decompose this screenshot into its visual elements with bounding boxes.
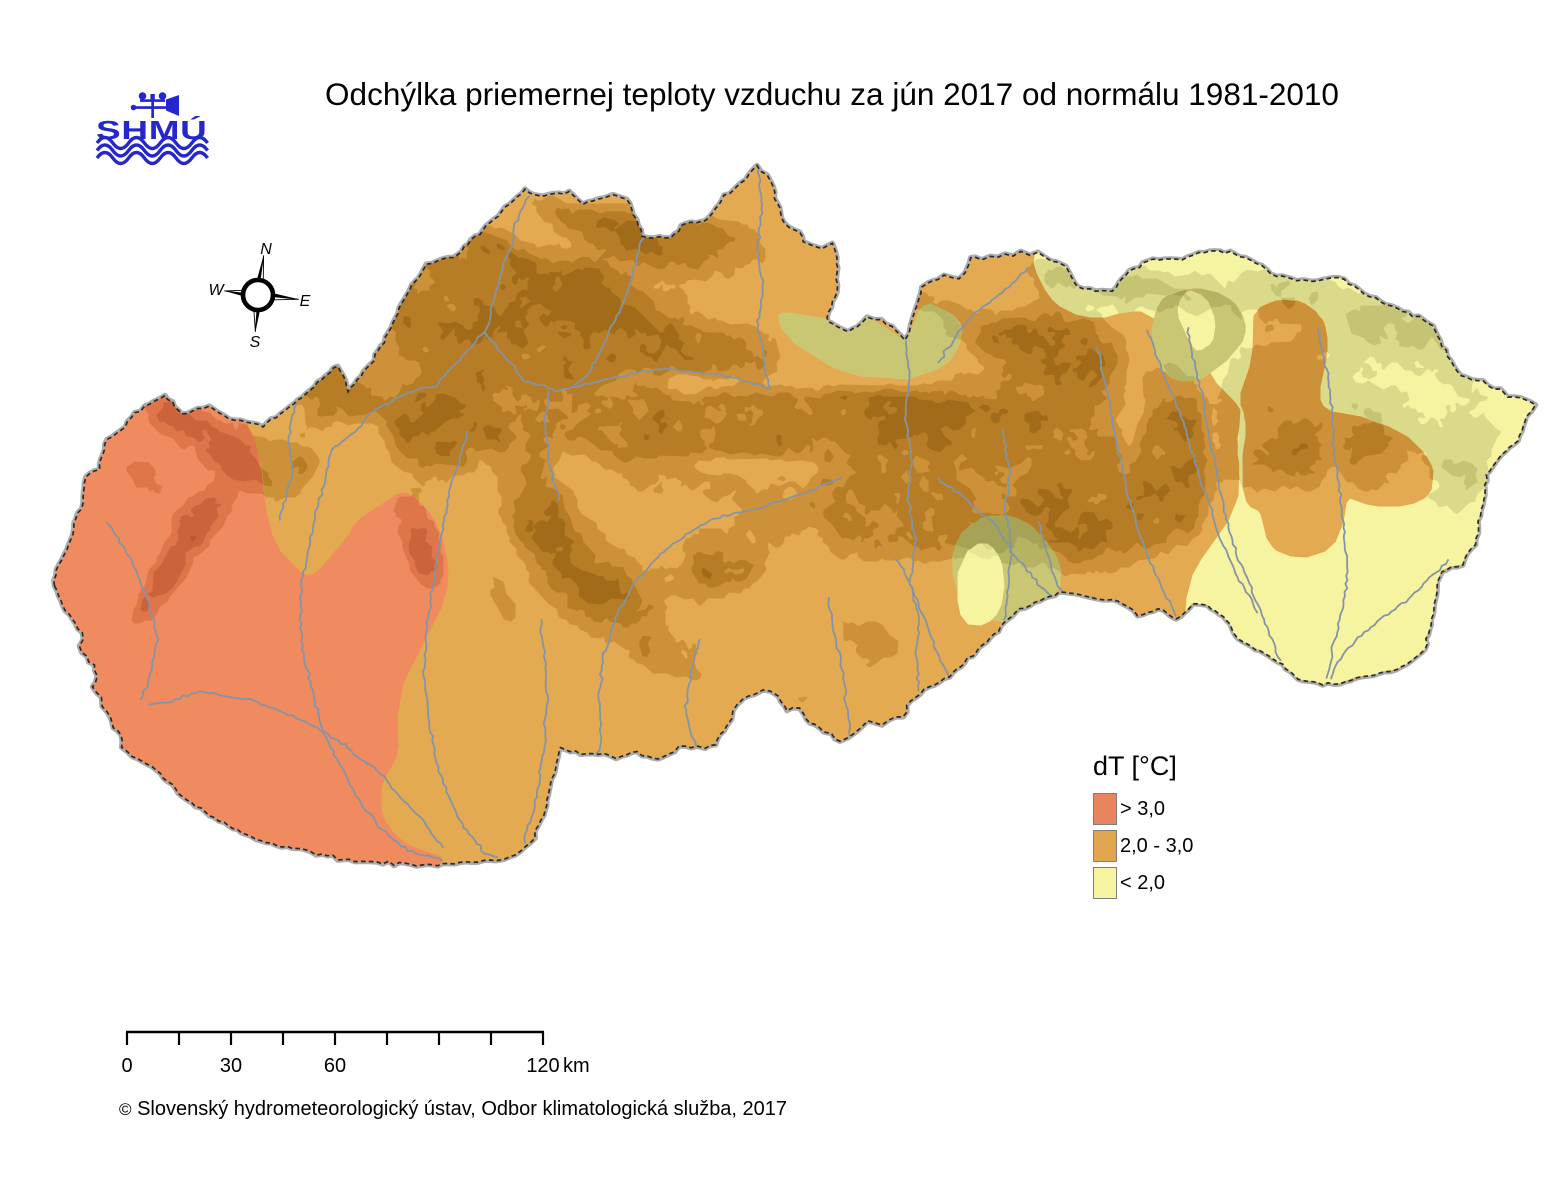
svg-text:0: 0 — [121, 1055, 132, 1077]
svg-text:N: N — [260, 241, 272, 258]
svg-text:120: 120 — [526, 1055, 559, 1077]
svg-text:SHMÚ: SHMÚ — [96, 115, 208, 144]
svg-text:30: 30 — [220, 1055, 242, 1077]
svg-text:S: S — [250, 334, 261, 351]
svg-text:W: W — [208, 282, 225, 299]
svg-text:E: E — [300, 293, 311, 310]
svg-text:km: km — [563, 1055, 590, 1077]
svg-text:60: 60 — [324, 1055, 346, 1077]
